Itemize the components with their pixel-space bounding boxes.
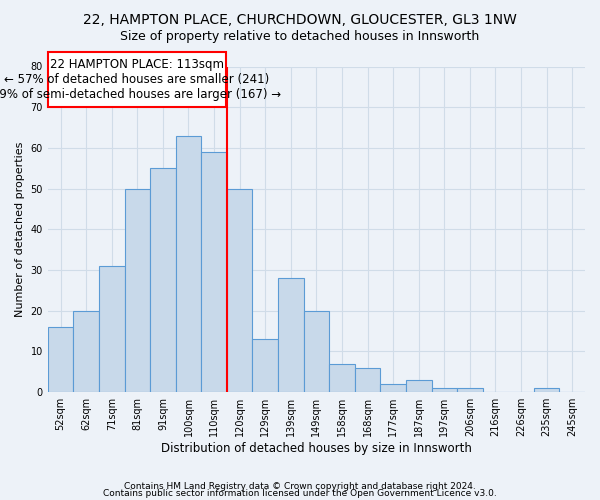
FancyBboxPatch shape [48, 52, 226, 107]
Bar [457, 388, 482, 392]
Bar [253, 340, 278, 392]
Text: Contains public sector information licensed under the Open Government Licence v3: Contains public sector information licen… [103, 490, 497, 498]
Bar [304, 311, 329, 392]
Text: 22 HAMPTON PLACE: 113sqm
← 57% of detached houses are smaller (241)
39% of semi-: 22 HAMPTON PLACE: 113sqm ← 57% of detach… [0, 58, 281, 101]
Bar [406, 380, 431, 392]
Text: Size of property relative to detached houses in Innsworth: Size of property relative to detached ho… [121, 30, 479, 43]
Bar [431, 388, 457, 392]
Bar [278, 278, 304, 392]
Bar [125, 188, 150, 392]
Bar [176, 136, 201, 392]
Bar [73, 311, 99, 392]
Bar [355, 368, 380, 392]
Bar [329, 364, 355, 392]
Bar [227, 188, 253, 392]
Bar [99, 266, 125, 392]
Bar [534, 388, 559, 392]
Text: 22, HAMPTON PLACE, CHURCHDOWN, GLOUCESTER, GL3 1NW: 22, HAMPTON PLACE, CHURCHDOWN, GLOUCESTE… [83, 12, 517, 26]
Bar [150, 168, 176, 392]
Bar [201, 152, 227, 392]
Text: Contains HM Land Registry data © Crown copyright and database right 2024.: Contains HM Land Registry data © Crown c… [124, 482, 476, 491]
X-axis label: Distribution of detached houses by size in Innsworth: Distribution of detached houses by size … [161, 442, 472, 455]
Bar [48, 327, 73, 392]
Bar [380, 384, 406, 392]
Y-axis label: Number of detached properties: Number of detached properties [15, 142, 25, 317]
